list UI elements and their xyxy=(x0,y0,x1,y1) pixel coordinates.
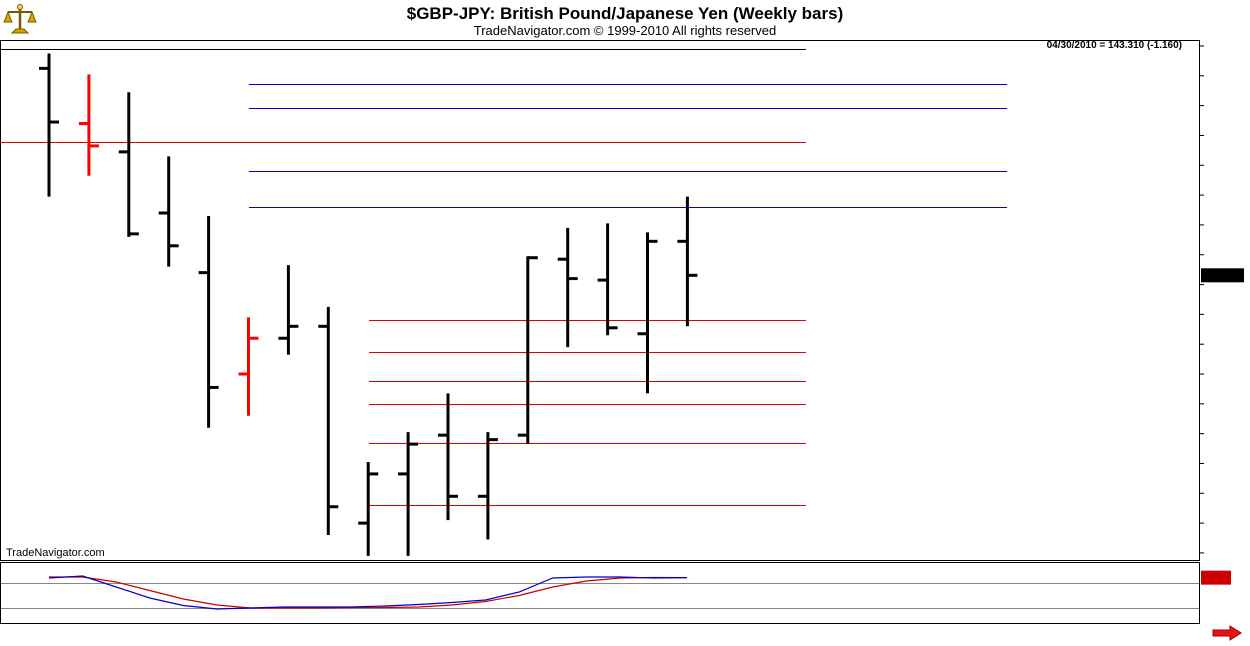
scroll-right-arrow-icon[interactable] xyxy=(1212,625,1242,641)
ohlc-bar xyxy=(477,432,498,540)
stoch-panel-frame xyxy=(0,562,1200,624)
ohlc-bar xyxy=(118,92,139,237)
copyright-subtitle: TradeNavigator.com © 1999-2010 All right… xyxy=(473,23,777,38)
ohlc-bar xyxy=(158,156,179,267)
ohlc-bar xyxy=(398,432,419,556)
ohlc-bar xyxy=(238,317,259,416)
chart-title: $GBP-JPY: British Pound/Japanese Yen (We… xyxy=(406,4,844,23)
quote-readout: 04/30/2010 = 143.310 (-1.160) xyxy=(1047,40,1182,51)
stoch-line xyxy=(49,576,688,609)
ohlc-bar xyxy=(677,196,698,327)
stoch-line xyxy=(48,575,688,610)
ohlc-bar xyxy=(78,74,99,176)
ohlc-bar xyxy=(637,232,658,394)
price-panel-frame xyxy=(0,40,1200,561)
ohlc-bar xyxy=(318,306,339,536)
ohlc-bar xyxy=(597,223,618,336)
ohlc-bar xyxy=(438,393,458,521)
price-axis xyxy=(1199,45,1244,554)
watermark-text: TradeNavigator.com xyxy=(6,547,105,559)
levels-layer xyxy=(0,49,1007,506)
ohlc-bar xyxy=(557,227,578,348)
stoch-last-value-badge xyxy=(1201,570,1231,585)
bars-layer xyxy=(39,53,698,556)
ohlc-bar xyxy=(517,256,538,445)
balance-scale-icon xyxy=(3,3,37,37)
ohlc-bar xyxy=(358,461,379,556)
ohlc-bar xyxy=(39,53,59,197)
stochastic-panel xyxy=(1,570,1231,610)
ohlc-bar xyxy=(198,215,219,428)
last-price-badge xyxy=(1201,268,1244,283)
ohlc-bar xyxy=(278,265,299,355)
